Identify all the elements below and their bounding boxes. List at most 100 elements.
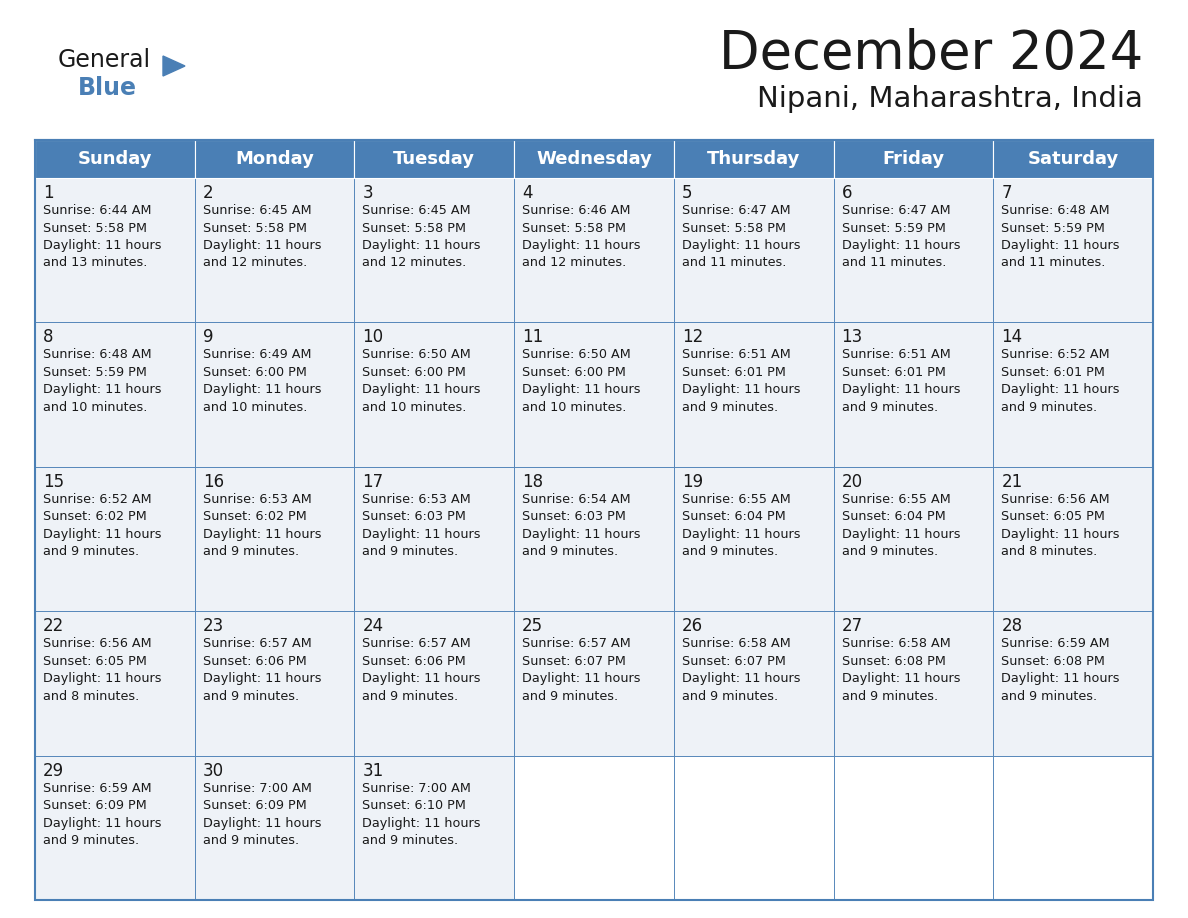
Text: Sunrise: 6:48 AM
Sunset: 5:59 PM
Daylight: 11 hours
and 10 minutes.: Sunrise: 6:48 AM Sunset: 5:59 PM Dayligh… (43, 349, 162, 414)
Text: Sunday: Sunday (77, 150, 152, 168)
Bar (34, 322, 195, 466)
Text: General: General (58, 48, 151, 72)
Text: Sunrise: 7:00 AM
Sunset: 6:10 PM
Daylight: 11 hours
and 9 minutes.: Sunrise: 7:00 AM Sunset: 6:10 PM Dayligh… (362, 781, 481, 847)
Text: Sunrise: 6:47 AM
Sunset: 5:58 PM
Daylight: 11 hours
and 11 minutes.: Sunrise: 6:47 AM Sunset: 5:58 PM Dayligh… (682, 204, 801, 270)
Text: Sunrise: 6:46 AM
Sunset: 5:58 PM
Daylight: 11 hours
and 12 minutes.: Sunrise: 6:46 AM Sunset: 5:58 PM Dayligh… (523, 204, 640, 270)
Text: 31: 31 (362, 762, 384, 779)
Bar (195, 140, 354, 178)
Text: 4: 4 (523, 184, 532, 202)
Text: 21: 21 (1001, 473, 1023, 491)
Text: 17: 17 (362, 473, 384, 491)
Text: Sunrise: 6:45 AM
Sunset: 5:58 PM
Daylight: 11 hours
and 12 minutes.: Sunrise: 6:45 AM Sunset: 5:58 PM Dayligh… (362, 204, 481, 270)
Text: Sunrise: 7:00 AM
Sunset: 6:09 PM
Daylight: 11 hours
and 9 minutes.: Sunrise: 7:00 AM Sunset: 6:09 PM Dayligh… (203, 781, 321, 847)
Text: 25: 25 (523, 617, 543, 635)
Bar (195, 178, 354, 322)
Text: 7: 7 (1001, 184, 1012, 202)
Bar (993, 756, 1154, 900)
Bar (195, 466, 354, 611)
Bar (195, 322, 354, 466)
Text: 19: 19 (682, 473, 703, 491)
Bar (674, 611, 834, 756)
Bar (514, 140, 674, 178)
Text: 15: 15 (43, 473, 64, 491)
Text: 2: 2 (203, 184, 214, 202)
Text: Sunrise: 6:57 AM
Sunset: 6:06 PM
Daylight: 11 hours
and 9 minutes.: Sunrise: 6:57 AM Sunset: 6:06 PM Dayligh… (203, 637, 321, 702)
Text: Sunrise: 6:58 AM
Sunset: 6:08 PM
Daylight: 11 hours
and 9 minutes.: Sunrise: 6:58 AM Sunset: 6:08 PM Dayligh… (841, 637, 960, 702)
Text: Sunrise: 6:53 AM
Sunset: 6:03 PM
Daylight: 11 hours
and 9 minutes.: Sunrise: 6:53 AM Sunset: 6:03 PM Dayligh… (362, 493, 481, 558)
Bar (34, 756, 195, 900)
Bar (354, 611, 514, 756)
Bar (993, 140, 1154, 178)
Text: 26: 26 (682, 617, 703, 635)
Bar (514, 178, 674, 322)
Bar (34, 140, 195, 178)
Text: Sunrise: 6:59 AM
Sunset: 6:09 PM
Daylight: 11 hours
and 9 minutes.: Sunrise: 6:59 AM Sunset: 6:09 PM Dayligh… (43, 781, 162, 847)
Text: 10: 10 (362, 329, 384, 346)
Text: Sunrise: 6:57 AM
Sunset: 6:06 PM
Daylight: 11 hours
and 9 minutes.: Sunrise: 6:57 AM Sunset: 6:06 PM Dayligh… (362, 637, 481, 702)
Text: Sunrise: 6:53 AM
Sunset: 6:02 PM
Daylight: 11 hours
and 9 minutes.: Sunrise: 6:53 AM Sunset: 6:02 PM Dayligh… (203, 493, 321, 558)
Text: 8: 8 (43, 329, 53, 346)
Text: 27: 27 (841, 617, 862, 635)
Polygon shape (163, 56, 185, 76)
Text: Tuesday: Tuesday (393, 150, 475, 168)
Text: Sunrise: 6:47 AM
Sunset: 5:59 PM
Daylight: 11 hours
and 11 minutes.: Sunrise: 6:47 AM Sunset: 5:59 PM Dayligh… (841, 204, 960, 270)
Text: 12: 12 (682, 329, 703, 346)
Text: Friday: Friday (883, 150, 944, 168)
Text: Sunrise: 6:50 AM
Sunset: 6:00 PM
Daylight: 11 hours
and 10 minutes.: Sunrise: 6:50 AM Sunset: 6:00 PM Dayligh… (523, 349, 640, 414)
Text: Sunrise: 6:51 AM
Sunset: 6:01 PM
Daylight: 11 hours
and 9 minutes.: Sunrise: 6:51 AM Sunset: 6:01 PM Dayligh… (682, 349, 801, 414)
Text: Nipani, Maharashtra, India: Nipani, Maharashtra, India (757, 85, 1143, 113)
Text: 13: 13 (841, 329, 862, 346)
Bar (514, 756, 674, 900)
Bar (354, 140, 514, 178)
Bar (354, 466, 514, 611)
Text: Sunrise: 6:58 AM
Sunset: 6:07 PM
Daylight: 11 hours
and 9 minutes.: Sunrise: 6:58 AM Sunset: 6:07 PM Dayligh… (682, 637, 801, 702)
Bar (354, 756, 514, 900)
Text: Sunrise: 6:52 AM
Sunset: 6:02 PM
Daylight: 11 hours
and 9 minutes.: Sunrise: 6:52 AM Sunset: 6:02 PM Dayligh… (43, 493, 162, 558)
Text: Sunrise: 6:51 AM
Sunset: 6:01 PM
Daylight: 11 hours
and 9 minutes.: Sunrise: 6:51 AM Sunset: 6:01 PM Dayligh… (841, 349, 960, 414)
Text: Sunrise: 6:59 AM
Sunset: 6:08 PM
Daylight: 11 hours
and 9 minutes.: Sunrise: 6:59 AM Sunset: 6:08 PM Dayligh… (1001, 637, 1120, 702)
Text: Monday: Monday (235, 150, 314, 168)
Bar (834, 611, 993, 756)
Bar (514, 322, 674, 466)
Bar (34, 466, 195, 611)
Bar (514, 466, 674, 611)
Bar (834, 756, 993, 900)
Text: Sunrise: 6:54 AM
Sunset: 6:03 PM
Daylight: 11 hours
and 9 minutes.: Sunrise: 6:54 AM Sunset: 6:03 PM Dayligh… (523, 493, 640, 558)
Bar (834, 178, 993, 322)
Bar (195, 756, 354, 900)
Text: Sunrise: 6:55 AM
Sunset: 6:04 PM
Daylight: 11 hours
and 9 minutes.: Sunrise: 6:55 AM Sunset: 6:04 PM Dayligh… (841, 493, 960, 558)
Bar (34, 178, 195, 322)
Bar (674, 466, 834, 611)
Bar (674, 178, 834, 322)
Text: Sunrise: 6:57 AM
Sunset: 6:07 PM
Daylight: 11 hours
and 9 minutes.: Sunrise: 6:57 AM Sunset: 6:07 PM Dayligh… (523, 637, 640, 702)
Text: 1: 1 (43, 184, 53, 202)
Bar (834, 322, 993, 466)
Bar (514, 611, 674, 756)
Text: 5: 5 (682, 184, 693, 202)
Text: 22: 22 (43, 617, 64, 635)
Text: Sunrise: 6:48 AM
Sunset: 5:59 PM
Daylight: 11 hours
and 11 minutes.: Sunrise: 6:48 AM Sunset: 5:59 PM Dayligh… (1001, 204, 1120, 270)
Bar (674, 140, 834, 178)
Bar (195, 611, 354, 756)
Bar (993, 178, 1154, 322)
Text: 20: 20 (841, 473, 862, 491)
Text: Sunrise: 6:52 AM
Sunset: 6:01 PM
Daylight: 11 hours
and 9 minutes.: Sunrise: 6:52 AM Sunset: 6:01 PM Dayligh… (1001, 349, 1120, 414)
Bar (34, 611, 195, 756)
Text: Sunrise: 6:50 AM
Sunset: 6:00 PM
Daylight: 11 hours
and 10 minutes.: Sunrise: 6:50 AM Sunset: 6:00 PM Dayligh… (362, 349, 481, 414)
Text: 14: 14 (1001, 329, 1023, 346)
Text: Sunrise: 6:45 AM
Sunset: 5:58 PM
Daylight: 11 hours
and 12 minutes.: Sunrise: 6:45 AM Sunset: 5:58 PM Dayligh… (203, 204, 321, 270)
Text: 16: 16 (203, 473, 223, 491)
Bar (993, 611, 1154, 756)
Text: Saturday: Saturday (1028, 150, 1119, 168)
Bar (674, 322, 834, 466)
Text: 3: 3 (362, 184, 373, 202)
Bar (993, 322, 1154, 466)
Text: 24: 24 (362, 617, 384, 635)
Text: 18: 18 (523, 473, 543, 491)
Text: Sunrise: 6:56 AM
Sunset: 6:05 PM
Daylight: 11 hours
and 8 minutes.: Sunrise: 6:56 AM Sunset: 6:05 PM Dayligh… (1001, 493, 1120, 558)
Text: December 2024: December 2024 (719, 28, 1143, 80)
Text: 29: 29 (43, 762, 64, 779)
Text: Sunrise: 6:56 AM
Sunset: 6:05 PM
Daylight: 11 hours
and 8 minutes.: Sunrise: 6:56 AM Sunset: 6:05 PM Dayligh… (43, 637, 162, 702)
Text: Sunrise: 6:44 AM
Sunset: 5:58 PM
Daylight: 11 hours
and 13 minutes.: Sunrise: 6:44 AM Sunset: 5:58 PM Dayligh… (43, 204, 162, 270)
Text: 28: 28 (1001, 617, 1023, 635)
